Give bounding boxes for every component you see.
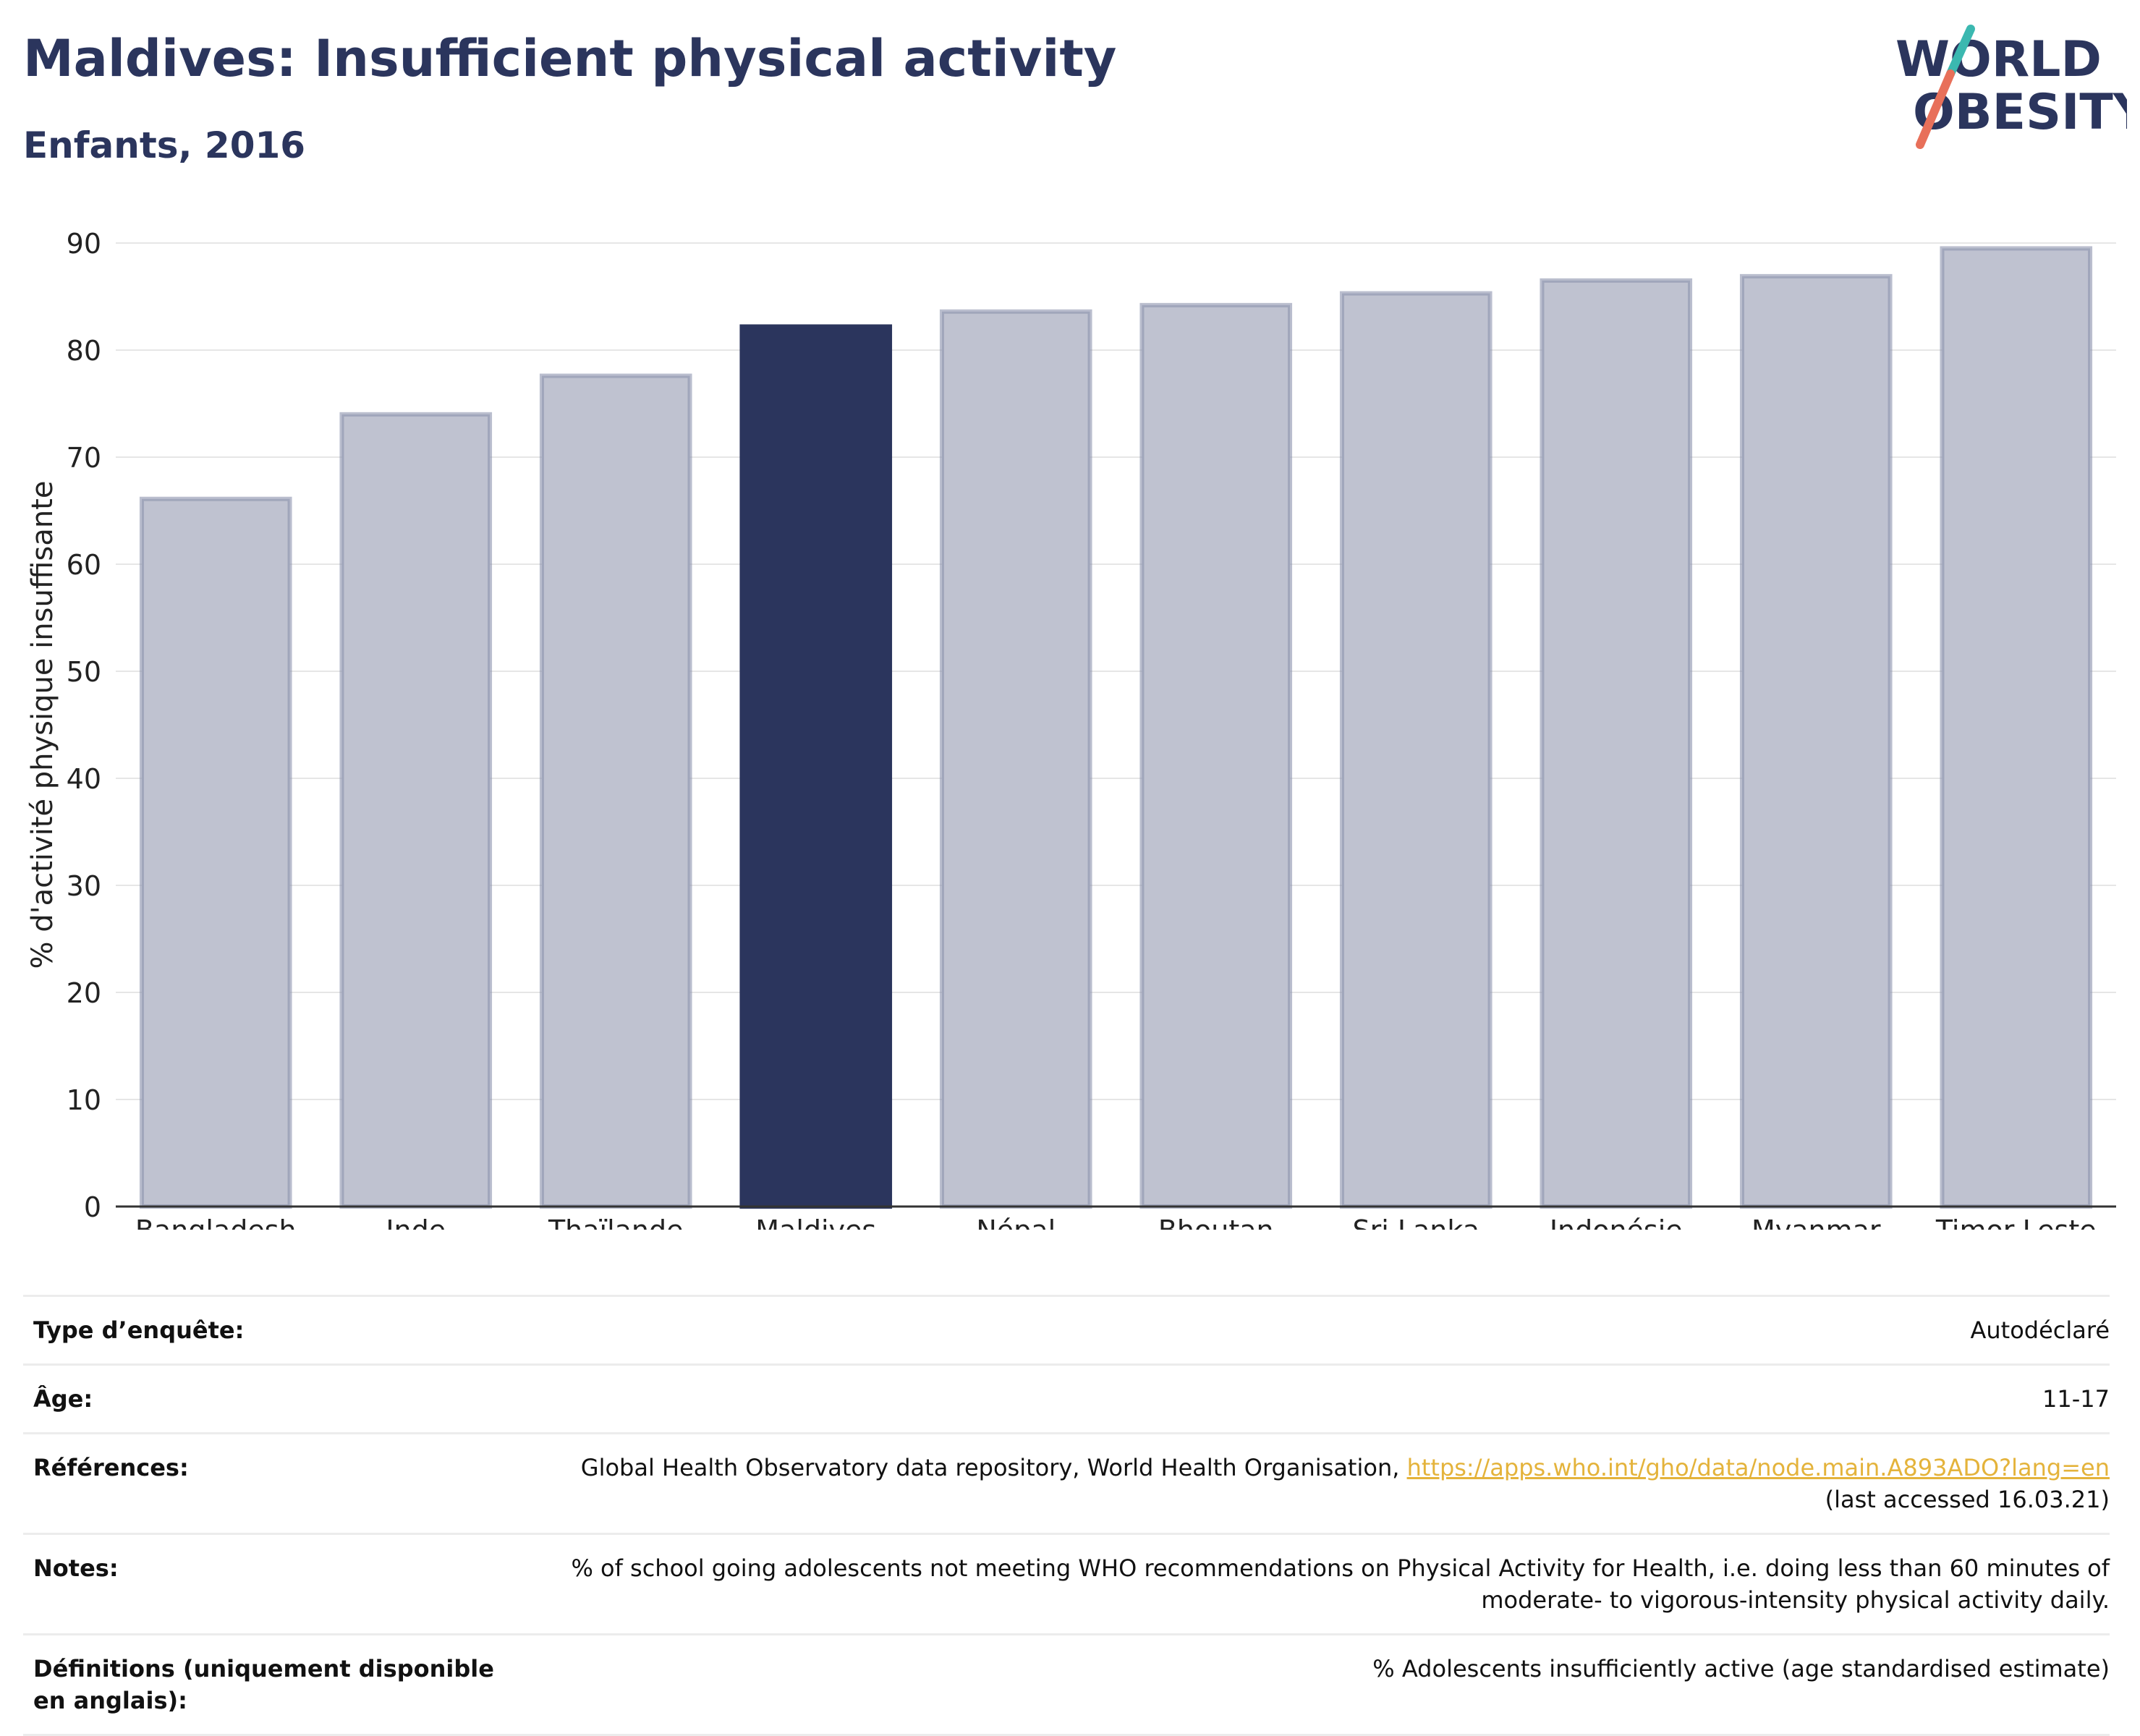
age-label: Âge: bbox=[33, 1385, 93, 1413]
references-link[interactable]: https://apps.who.int/gho/data/node.main.… bbox=[1406, 1454, 2110, 1481]
logo-slash-teal bbox=[1946, 25, 1975, 78]
world-obesity-logo: WORLD OBESITY bbox=[1895, 25, 2127, 149]
bar-bhoutan bbox=[1139, 302, 1293, 1209]
x-tick-label: Thaïlande bbox=[548, 1214, 684, 1230]
meta-row-age: Âge: 11-17 bbox=[23, 1363, 2110, 1432]
logo-line1: WORLD bbox=[1895, 31, 2102, 88]
bar-tha-lande bbox=[539, 373, 692, 1209]
y-tick-label: 20 bbox=[67, 977, 101, 1009]
meta-row-notes: Notes: % of school going adolescents not… bbox=[23, 1533, 2110, 1633]
y-tick-label: 0 bbox=[84, 1191, 101, 1223]
x-tick-label: Népal bbox=[976, 1214, 1056, 1230]
x-tick-label: Sri Lanka bbox=[1352, 1214, 1479, 1230]
definitions-label: Définitions (uniquement disponible en an… bbox=[33, 1655, 494, 1714]
y-tick-label: 10 bbox=[67, 1084, 101, 1116]
metadata-table: Type d’enquête: Autodéclaré Âge: 11-17 R… bbox=[23, 1295, 2110, 1736]
meta-row-definitions: Définitions (uniquement disponible en an… bbox=[23, 1633, 2110, 1736]
meta-row-survey: Type d’enquête: Autodéclaré bbox=[23, 1295, 2110, 1363]
x-tick-label: Bangladesh bbox=[135, 1214, 297, 1230]
bar-n-pal bbox=[939, 309, 1092, 1209]
notes-line1: % of school going adolescents not meetin… bbox=[571, 1554, 2110, 1582]
y-axis-label: % d'activité physique insuffisante bbox=[26, 481, 59, 969]
y-tick-label: 40 bbox=[67, 763, 101, 795]
references-value: Global Health Observatory data repositor… bbox=[525, 1452, 2110, 1515]
x-tick-label: Myanmar bbox=[1752, 1214, 1881, 1230]
y-tick-label: 70 bbox=[67, 442, 101, 474]
age-value: 11-17 bbox=[2042, 1385, 2110, 1413]
logo-slash-red bbox=[1916, 69, 1955, 149]
bar-timor-leste bbox=[1940, 246, 2093, 1209]
survey-label: Type d’enquête: bbox=[33, 1316, 245, 1344]
x-tick-label: Inde bbox=[386, 1214, 446, 1230]
y-tick-label: 80 bbox=[67, 335, 101, 367]
bar-myanmar bbox=[1739, 273, 1893, 1209]
bar-bangladesh bbox=[139, 496, 292, 1209]
notes-value: % of school going adolescents not meetin… bbox=[525, 1552, 2110, 1616]
references-accessed: (last accessed 16.03.21) bbox=[1825, 1486, 2110, 1513]
x-tick-label: Bhoutan bbox=[1158, 1214, 1274, 1230]
page-subtitle: Enfants, 2016 bbox=[23, 124, 306, 166]
y-tick-label: 60 bbox=[67, 549, 101, 581]
bar-indon-sie bbox=[1540, 278, 1693, 1209]
page-title: Maldives: Insufficient physical activity bbox=[23, 29, 1117, 88]
references-label: Références: bbox=[33, 1454, 189, 1481]
bar-sri-lanka bbox=[1339, 291, 1493, 1209]
y-tick-label: 50 bbox=[67, 656, 101, 688]
bar-chart: 0 10 20 30 40 50 60 70 80 90 Bangladesh Inde Thaïlan… bbox=[26, 228, 2116, 1230]
meta-row-references: Références: Global Health Observatory da… bbox=[23, 1432, 2110, 1533]
x-tick-label: Timor-Leste bbox=[1935, 1214, 2097, 1230]
notes-label: Notes: bbox=[33, 1554, 119, 1582]
y-tick-label: 30 bbox=[67, 870, 101, 902]
bar-maldives bbox=[739, 324, 893, 1209]
bar-inde bbox=[339, 412, 493, 1209]
definitions-value: % Adolescents insufficiently active (age… bbox=[1372, 1655, 2110, 1682]
x-tick-label: Maldives bbox=[755, 1214, 876, 1230]
logo-line2: OBESITY bbox=[1913, 84, 2127, 141]
references-text: Global Health Observatory data repositor… bbox=[580, 1454, 1407, 1481]
notes-line2: moderate- to vigorous-intensity physical… bbox=[1481, 1586, 2110, 1614]
y-tick-label: 90 bbox=[67, 228, 101, 260]
survey-value: Autodéclaré bbox=[1970, 1316, 2110, 1344]
x-tick-label: Indonésie bbox=[1550, 1214, 1683, 1230]
